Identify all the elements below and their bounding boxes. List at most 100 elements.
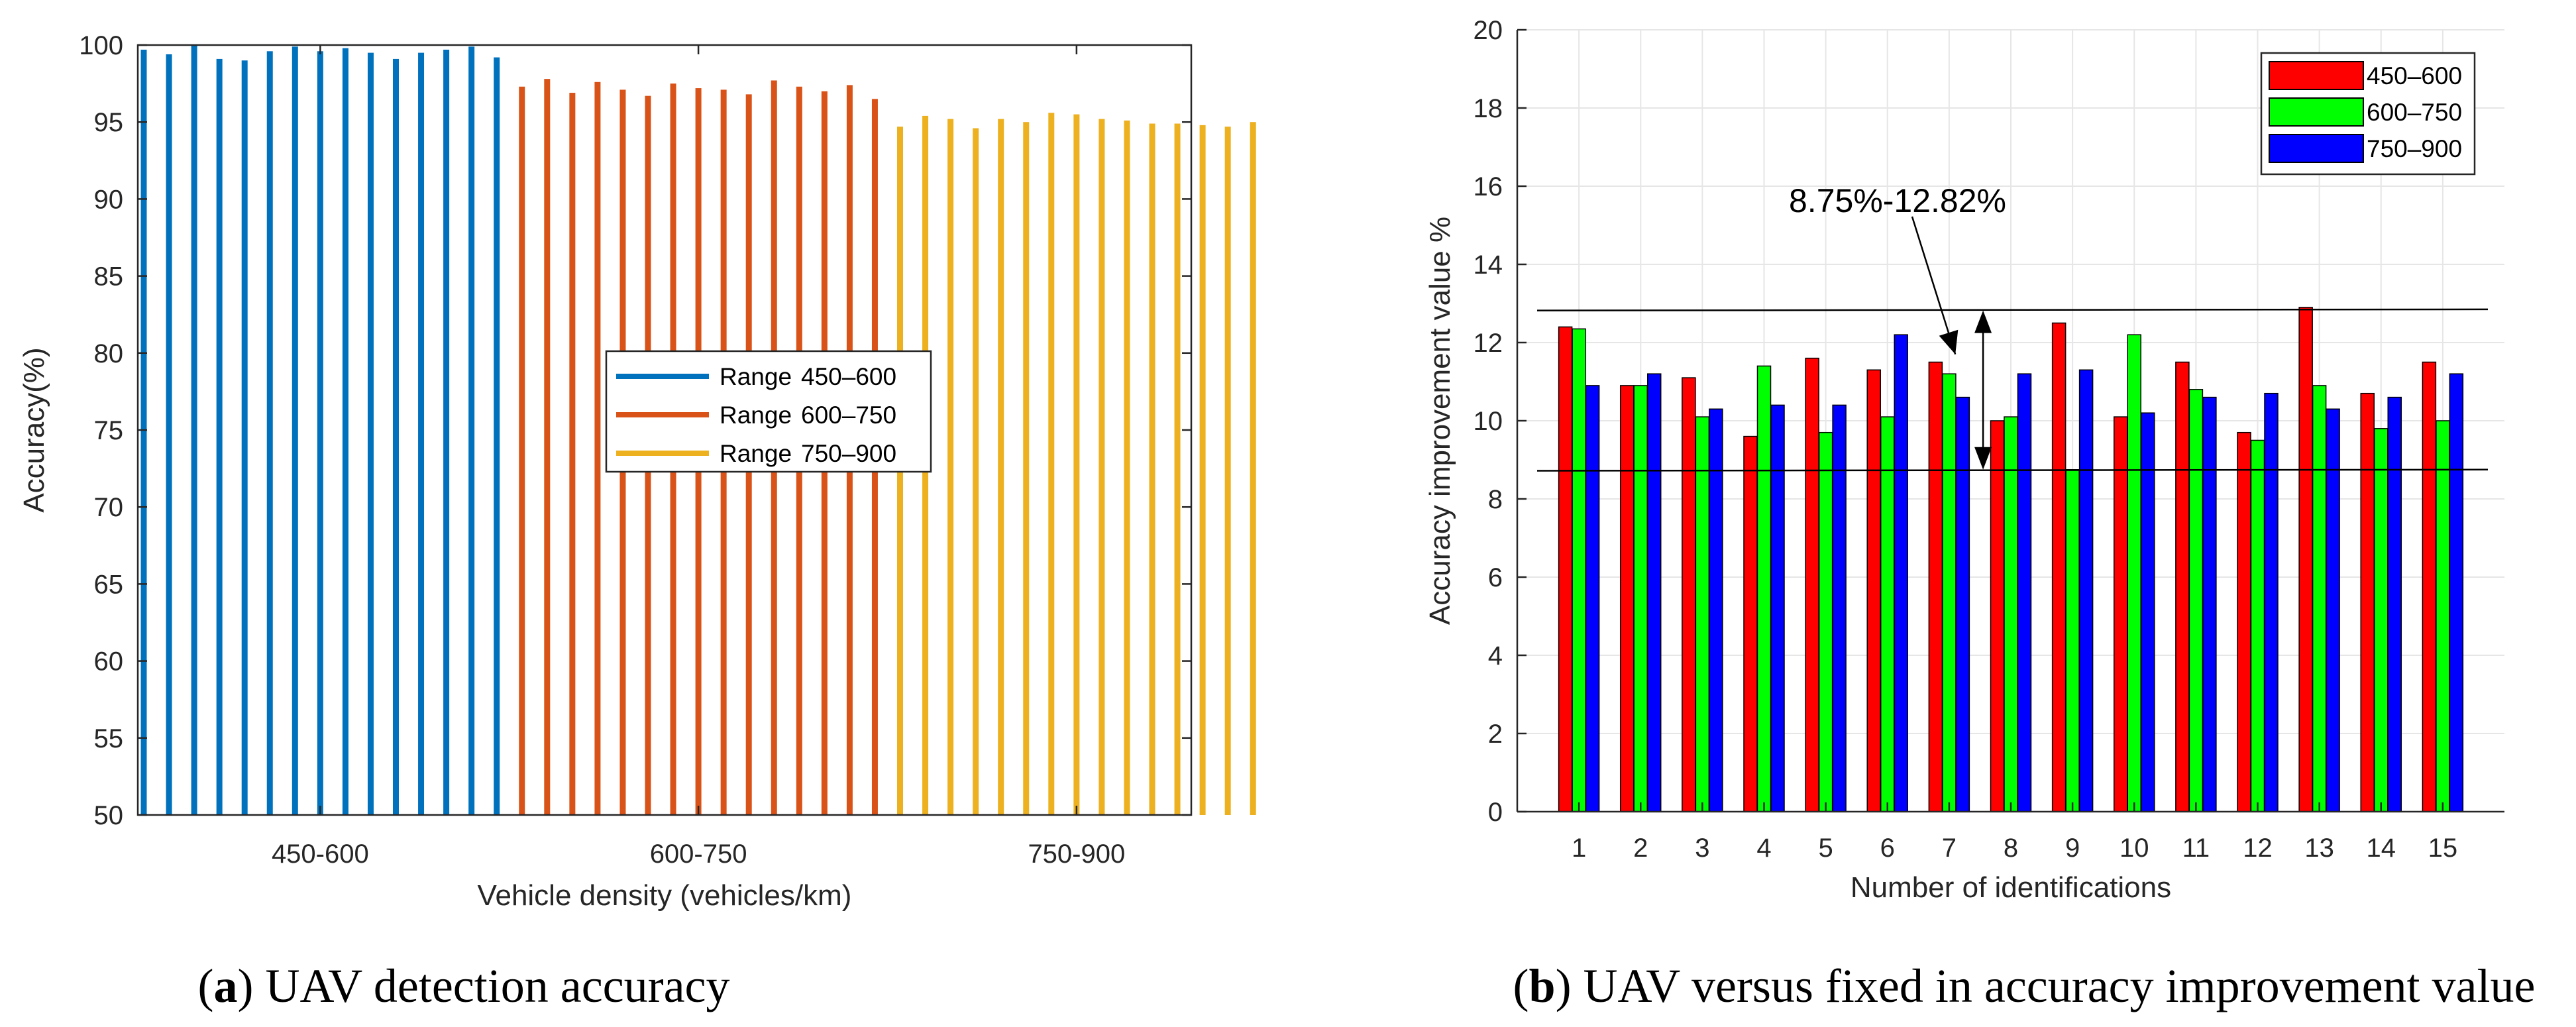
bar-450-600-7 bbox=[292, 46, 298, 816]
bar-450-600-4 bbox=[216, 58, 223, 815]
legend-label-3: Range 750–900 bbox=[720, 440, 896, 467]
bar-750-900-12 bbox=[1174, 123, 1181, 815]
bar-600-750-4 bbox=[1756, 365, 1772, 812]
legend-label-1: Range 450–600 bbox=[720, 363, 896, 390]
bar-450-600-1 bbox=[1558, 326, 1573, 812]
y-tick-label: 75 bbox=[94, 416, 124, 445]
bar-450-600-15 bbox=[494, 57, 500, 816]
upper-bound-line bbox=[1536, 308, 2489, 311]
y-tick-label: 8 bbox=[1488, 485, 1503, 514]
legend-label-1: 450–600 bbox=[2367, 62, 2462, 89]
x-tick-label: 13 bbox=[2304, 834, 2334, 863]
y-tick-label: 16 bbox=[1474, 172, 1503, 201]
bar-450-600-3 bbox=[1682, 377, 1696, 812]
bar-450-600-9 bbox=[342, 48, 349, 815]
bar-750-900-14 bbox=[1224, 127, 1231, 815]
bar-750-900-5 bbox=[998, 119, 1004, 815]
panel-b-reference-lines bbox=[1536, 308, 2489, 472]
x-tick-label: 7 bbox=[1942, 834, 1957, 863]
range-arrowhead-down bbox=[1974, 447, 1992, 470]
bar-450-600-6 bbox=[266, 51, 273, 815]
bar-450-600-10 bbox=[2114, 416, 2128, 812]
panel-b-bars bbox=[1558, 307, 2464, 812]
legend-prefix: Range bbox=[720, 363, 792, 390]
bar-600-750-8 bbox=[2004, 416, 2018, 812]
y-tick-label: 20 bbox=[1474, 16, 1503, 45]
bar-450-600-13 bbox=[443, 49, 450, 816]
panel-a-y-ticks: 50 55 60 65 70 75 80 85 90 95 100 bbox=[79, 31, 1191, 830]
y-tick-label: 14 bbox=[1474, 250, 1503, 280]
bar-600-750-1 bbox=[1572, 328, 1586, 812]
y-tick-label: 50 bbox=[94, 801, 124, 830]
x-tick-label: 750-900 bbox=[1028, 839, 1125, 869]
y-tick-label: 10 bbox=[1474, 407, 1503, 436]
legend-label-2: Range 600–750 bbox=[720, 402, 896, 429]
bar-450-600-14 bbox=[468, 46, 475, 816]
bar-450-600-11 bbox=[2175, 361, 2190, 812]
panel-b-annotation: 8.75%-12.82% bbox=[1789, 182, 2006, 470]
bar-600-750-2 bbox=[1633, 385, 1648, 812]
x-tick-label: 3 bbox=[1695, 834, 1709, 863]
legend-label-2: 600–750 bbox=[2367, 99, 2462, 126]
bar-600-750-12 bbox=[2250, 439, 2265, 812]
legend-prefix: Range bbox=[720, 440, 792, 467]
bar-600-750-3 bbox=[569, 93, 576, 815]
bar-750-900-15 bbox=[1250, 122, 1256, 816]
bar-600-750-2 bbox=[544, 79, 551, 815]
bar-450-600-8 bbox=[317, 51, 323, 815]
annotation-pointer-line bbox=[1911, 216, 1957, 355]
x-tick-label: 15 bbox=[2428, 834, 2458, 863]
x-tick-label: 5 bbox=[1819, 834, 1833, 863]
x-tick-label: 9 bbox=[2065, 834, 2080, 863]
bar-600-750-9 bbox=[2065, 469, 2080, 812]
bar-450-600-6 bbox=[1866, 369, 1882, 812]
bar-600-750-15 bbox=[2436, 420, 2450, 812]
bar-750-900-13 bbox=[1199, 125, 1206, 816]
x-tick-label: 1 bbox=[1572, 834, 1586, 863]
bar-750-900-4 bbox=[1770, 404, 1785, 812]
bar-600-750-10 bbox=[2127, 334, 2141, 812]
legend-prefix: Range bbox=[720, 402, 792, 429]
bar-750-900-1 bbox=[1585, 385, 1600, 812]
annotation-pointer-arrowhead bbox=[1939, 329, 1959, 354]
x-tick-label: 600-750 bbox=[650, 839, 747, 869]
bar-750-900-6 bbox=[1894, 334, 1908, 812]
bar-450-600-4 bbox=[1743, 435, 1758, 812]
y-tick-label: 100 bbox=[79, 31, 123, 60]
panel-b-caption: (b) UAV versus fixed in accuracy improve… bbox=[1513, 959, 2536, 1012]
panel-b-x-ticks: 1 2 3 4 5 6 7 8 9 10 11 12 13 14 15 bbox=[1572, 802, 2457, 863]
panel-a-x-ticks: 450-600 600-750 750-900 bbox=[272, 45, 1125, 869]
bar-600-750-11 bbox=[2188, 389, 2204, 812]
bar-600-750-6 bbox=[1880, 416, 1895, 812]
bar-600-750-4 bbox=[594, 81, 601, 815]
x-tick-label: 8 bbox=[2004, 834, 2018, 863]
bar-450-600-13 bbox=[2298, 307, 2313, 812]
panel-b-caption-letter: b bbox=[1529, 959, 1556, 1012]
x-tick-label: 14 bbox=[2367, 834, 2396, 863]
panel-b-y-axis-label: Accuracy improvement value % bbox=[1424, 217, 1456, 625]
bar-450-600-2 bbox=[1620, 385, 1635, 812]
panel-a-accuracy-chart: 50 55 60 65 70 75 80 85 90 95 100 450-600 600-750 75… bbox=[18, 31, 1256, 1012]
bar-450-600-8 bbox=[1990, 420, 2005, 812]
bar-600-750-5 bbox=[1818, 431, 1833, 812]
bar-750-900-9 bbox=[2078, 369, 2094, 812]
bar-750-900-5 bbox=[1832, 404, 1847, 812]
panel-a-legend: Range 450–600 Range 600–750 Range 750–900 bbox=[605, 350, 932, 473]
bar-750-900-14 bbox=[2387, 396, 2402, 812]
y-tick-label: 70 bbox=[94, 493, 124, 522]
bar-450-600-14 bbox=[2360, 392, 2375, 812]
y-tick-label: 90 bbox=[94, 185, 124, 214]
bar-450-600-5 bbox=[241, 60, 248, 816]
x-tick-label: 6 bbox=[1880, 834, 1895, 863]
bar-450-600-3 bbox=[191, 45, 197, 815]
bar-600-750-1 bbox=[519, 86, 525, 815]
range-arrowhead-up bbox=[1974, 310, 1992, 333]
x-tick-label: 12 bbox=[2243, 834, 2273, 863]
y-tick-label: 60 bbox=[94, 647, 124, 676]
legend-swatch-3 bbox=[2269, 134, 2364, 163]
bar-450-600-9 bbox=[2051, 322, 2066, 812]
y-tick-label: 65 bbox=[94, 570, 124, 599]
y-tick-label: 4 bbox=[1488, 641, 1503, 671]
legend-swatch-2 bbox=[2269, 97, 2364, 127]
